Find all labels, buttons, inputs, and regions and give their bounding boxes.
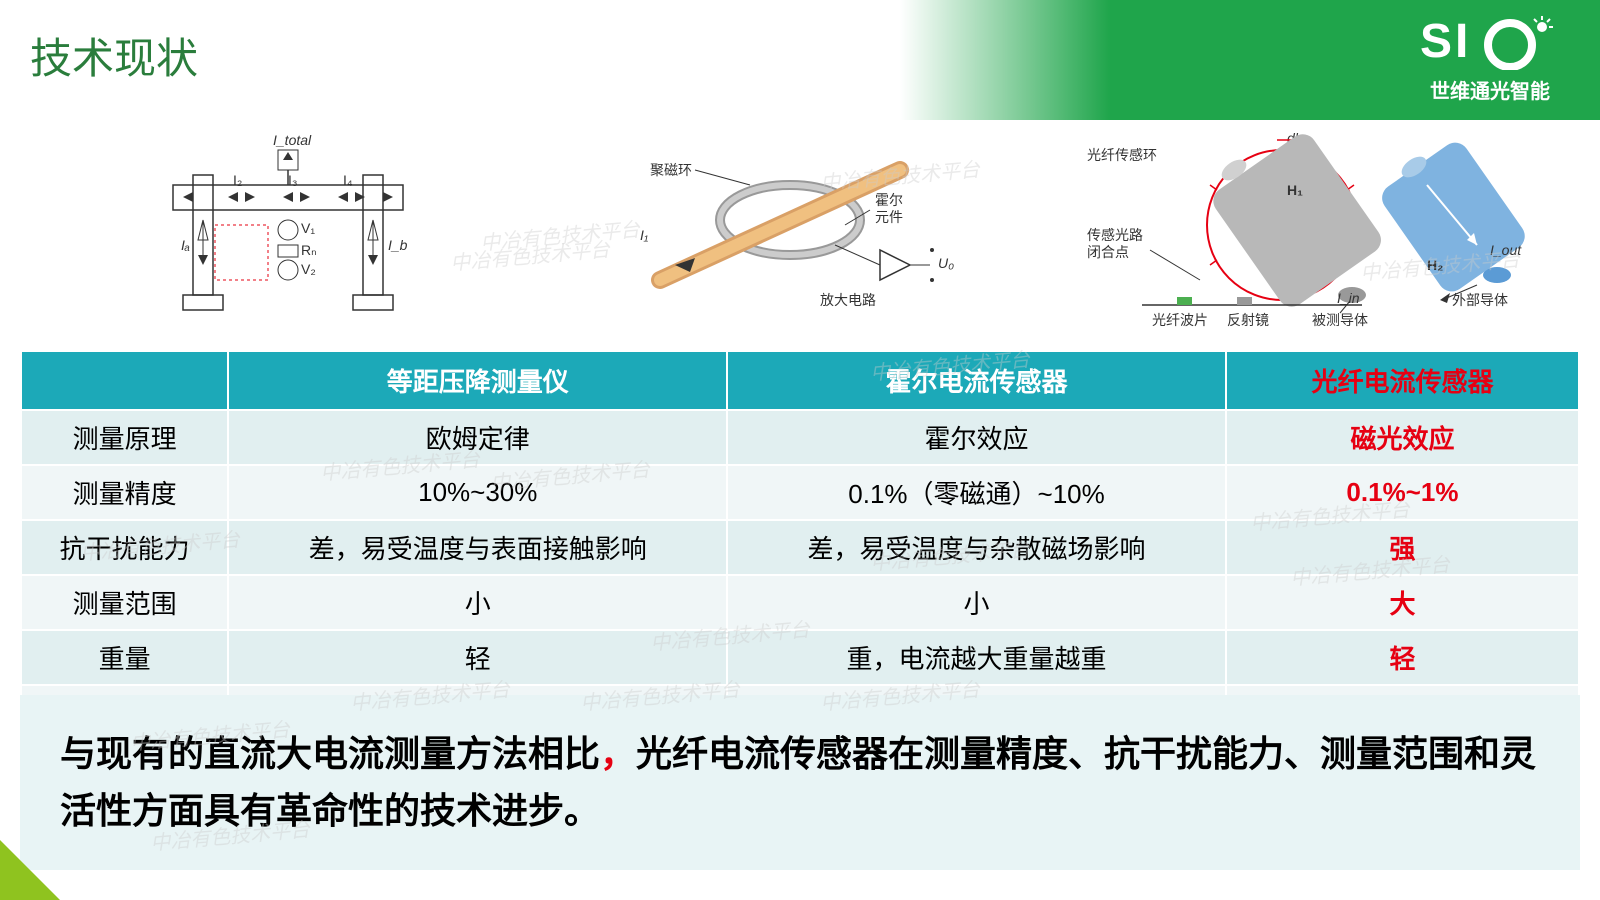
table-header-2: 霍尔电流传感器 xyxy=(727,351,1226,410)
table-cell: 小 xyxy=(727,575,1226,630)
row-label: 测量范围 xyxy=(21,575,228,630)
svg-text:Iₐ: Iₐ xyxy=(181,237,190,253)
svg-text:Rₙ: Rₙ xyxy=(301,242,317,258)
svg-text:传感光路: 传感光路 xyxy=(1087,227,1143,243)
table-cell: 欧姆定律 xyxy=(228,410,727,465)
svg-text:I_b: I_b xyxy=(388,237,408,253)
svg-text:V₁: V₁ xyxy=(301,220,315,236)
table-cell: 磁光效应 xyxy=(1226,410,1579,465)
diagram-hall-sensor: 聚磁环 I₁ 霍尔 元件 U₀ 放大电路 xyxy=(572,130,1028,330)
table-cell: 10%~30% xyxy=(228,465,727,520)
svg-text:I₁: I₁ xyxy=(640,227,649,243)
conclusion-divider: ， xyxy=(600,733,636,774)
table-row: 测量原理欧姆定律霍尔效应磁光效应 xyxy=(21,410,1579,465)
table-cell: 强 xyxy=(1226,520,1579,575)
green-corner-decoration xyxy=(0,840,60,900)
table-header-0 xyxy=(21,351,228,410)
table-header-3: 光纤电流传感器 xyxy=(1226,351,1579,410)
table-cell: 0.1%（零磁通）~10% xyxy=(727,465,1226,520)
logo-text: 世维通光智能 xyxy=(1420,75,1560,104)
logo-icon: S I xyxy=(1420,15,1560,70)
diagram-voltage-drop: I_total I₂ I₃ I₄ Iₐ xyxy=(65,130,521,330)
svg-text:H₁: H₁ xyxy=(1287,182,1303,198)
row-label: 测量精度 xyxy=(21,465,228,520)
logo: S I 世维通光智能 xyxy=(1420,15,1560,104)
comparison-table: 等距压降测量仪 霍尔电流传感器 光纤电流传感器 测量原理欧姆定律霍尔效应磁光效应… xyxy=(20,350,1580,741)
table-cell: 0.1%~1% xyxy=(1226,465,1579,520)
d3-external-label: 外部导体 xyxy=(1452,292,1508,308)
table-cell: 差，易受温度与杂散磁场影响 xyxy=(727,520,1226,575)
d2-hall-label1: 霍尔 xyxy=(875,192,903,208)
table-cell: 轻 xyxy=(228,630,727,685)
svg-text:I₄: I₄ xyxy=(343,172,353,188)
svg-text:I_out: I_out xyxy=(1490,242,1522,258)
svg-text:闭合点: 闭合点 xyxy=(1087,244,1129,260)
svg-text:I₂: I₂ xyxy=(233,172,242,188)
table-cell: 大 xyxy=(1226,575,1579,630)
table-row: 测量精度10%~30%0.1%（零磁通）~10%0.1%~1% xyxy=(21,465,1579,520)
diagrams-row: I_total I₂ I₃ I₄ Iₐ xyxy=(40,130,1560,330)
table-cell: 重，电流越大重量越重 xyxy=(727,630,1226,685)
conclusion-part1: 与现有的直流大电流测量方法相比 xyxy=(60,733,600,774)
table-cell: 轻 xyxy=(1226,630,1579,685)
table-row: 抗干扰能力差，易受温度与表面接触影响差，易受温度与杂散磁场影响强 xyxy=(21,520,1579,575)
svg-text:I: I xyxy=(1455,15,1468,68)
table-header-1: 等距压降测量仪 xyxy=(228,351,727,410)
row-label: 重量 xyxy=(21,630,228,685)
d3-mirror-label: 反射镜 xyxy=(1227,312,1269,328)
d2-amp-label: 放大电路 xyxy=(820,292,876,308)
svg-text:I₃: I₃ xyxy=(288,172,298,188)
d2-ring-label: 聚磁环 xyxy=(650,162,692,178)
d1-itotal-label: I_total xyxy=(273,132,312,148)
table-row: 测量范围小小大 xyxy=(21,575,1579,630)
table-row: 重量轻重，电流越大重量越重轻 xyxy=(21,630,1579,685)
table-cell: 霍尔效应 xyxy=(727,410,1226,465)
svg-text:S: S xyxy=(1420,15,1452,68)
d3-measured-label: 被测导体 xyxy=(1312,312,1368,328)
d3-sensor-ring-label: 光纤传感环 xyxy=(1087,147,1157,163)
conclusion-box: 与现有的直流大电流测量方法相比，光纤电流传感器在测量精度、抗干扰能力、测量范围和… xyxy=(20,695,1580,870)
table-cell: 小 xyxy=(228,575,727,630)
d3-wave-label: 光纤波片 xyxy=(1152,312,1208,328)
svg-text:V₂: V₂ xyxy=(301,261,316,277)
row-label: 测量原理 xyxy=(21,410,228,465)
page-title: 技术现状 xyxy=(30,25,198,86)
diagram-fiber-sensor: 光纤传感环 dl H₁ I_in H₂ I_out 传感光路 xyxy=(1079,130,1535,330)
svg-text:H₂: H₂ xyxy=(1427,257,1443,273)
table-header-row: 等距压降测量仪 霍尔电流传感器 光纤电流传感器 xyxy=(21,351,1579,410)
table-cell: 差，易受温度与表面接触影响 xyxy=(228,520,727,575)
row-label: 抗干扰能力 xyxy=(21,520,228,575)
svg-text:U₀: U₀ xyxy=(938,255,954,271)
d2-hall-label2: 元件 xyxy=(875,209,903,225)
